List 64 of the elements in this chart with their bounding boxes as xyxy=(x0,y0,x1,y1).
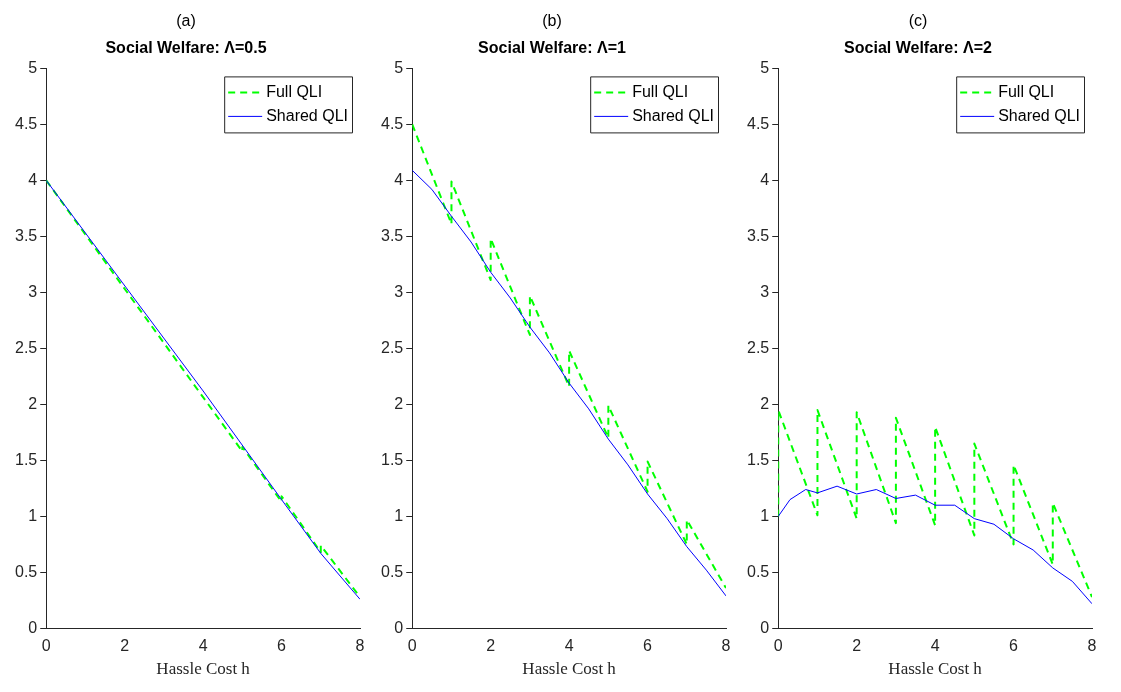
y-tick-label: 5 xyxy=(28,58,38,76)
y-tick-label: 0.5 xyxy=(746,562,770,580)
legend-label: Shared QLI xyxy=(998,106,1080,124)
y-tick-label: 1.5 xyxy=(14,450,38,468)
legend-label: Full QLI xyxy=(632,82,689,100)
y-tick-label: 0.5 xyxy=(380,562,404,580)
y-tick-label: 2 xyxy=(28,394,38,412)
y-tick-label: 3.5 xyxy=(380,226,404,244)
x-tick-label: 4 xyxy=(930,637,940,655)
x-tick-label: 2 xyxy=(852,637,862,655)
x-axis-title: Hassle Cost h xyxy=(888,659,983,679)
y-tick-label: 4.5 xyxy=(746,114,770,132)
y-tick-label: 0 xyxy=(760,618,770,636)
y-tick-label: 3.5 xyxy=(14,226,38,244)
chart-title: (b) xyxy=(542,12,562,30)
x-tick-label: 8 xyxy=(355,637,365,655)
x-tick-label: 0 xyxy=(407,637,417,655)
y-tick-label: 1 xyxy=(760,506,770,524)
y-tick-label: 1 xyxy=(28,506,38,524)
y-tick-label: 3 xyxy=(760,282,770,300)
y-tick-label: 1.5 xyxy=(380,450,404,468)
y-tick-label: 3 xyxy=(394,282,404,300)
x-tick-label: 6 xyxy=(277,637,287,655)
y-tick-label: 2 xyxy=(394,394,404,412)
y-tick-label: 5 xyxy=(760,58,770,76)
x-axis-title: Hassle Cost h xyxy=(156,659,251,679)
x-axis-title: Hassle Cost h xyxy=(522,659,617,679)
line-series xyxy=(778,409,1092,599)
y-tick-label: 4 xyxy=(28,170,38,188)
y-tick-label: 3.5 xyxy=(746,226,770,244)
x-tick-label: 4 xyxy=(564,637,574,655)
y-tick-label: 2 xyxy=(760,394,770,412)
x-tick-label: 8 xyxy=(721,637,731,655)
x-tick-label: 6 xyxy=(643,637,653,655)
y-tick-label: 0 xyxy=(394,618,404,636)
legend-label: Full QLI xyxy=(998,82,1055,100)
y-tick-label: 4 xyxy=(760,170,770,188)
y-tick-label: 4 xyxy=(394,170,404,188)
y-tick-label: 1 xyxy=(394,506,404,524)
y-tick-label: 2.5 xyxy=(14,338,38,356)
y-tick-label: 0 xyxy=(28,618,38,636)
x-tick-label: 6 xyxy=(1009,637,1019,655)
chart-subtitle: Social Welfare: Λ=2 xyxy=(844,39,992,57)
y-tick-label: 5 xyxy=(394,58,404,76)
x-tick-label: 8 xyxy=(1087,637,1097,655)
x-tick-label: 2 xyxy=(486,637,496,655)
legend-label: Full QLI xyxy=(266,82,323,100)
x-tick-label: 0 xyxy=(773,637,783,655)
chart-title: (c) xyxy=(908,12,928,30)
y-tick-label: 2.5 xyxy=(746,338,770,356)
chart-title: (a) xyxy=(176,12,196,30)
y-tick-label: 4.5 xyxy=(14,114,38,132)
y-tick-label: 3 xyxy=(28,282,38,300)
y-tick-label: 0.5 xyxy=(14,562,38,580)
x-tick-label: 0 xyxy=(41,637,51,655)
legend-label: Shared QLI xyxy=(266,106,348,124)
chart-subtitle: Social Welfare: Λ=1 xyxy=(478,39,626,57)
x-tick-label: 2 xyxy=(120,637,130,655)
x-tick-label: 4 xyxy=(198,637,208,655)
legend-label: Shared QLI xyxy=(632,106,714,124)
chart-subtitle: Social Welfare: Λ=0.5 xyxy=(105,39,267,57)
y-tick-label: 4.5 xyxy=(380,114,404,132)
y-tick-label: 1.5 xyxy=(746,450,770,468)
y-tick-label: 2.5 xyxy=(380,338,404,356)
